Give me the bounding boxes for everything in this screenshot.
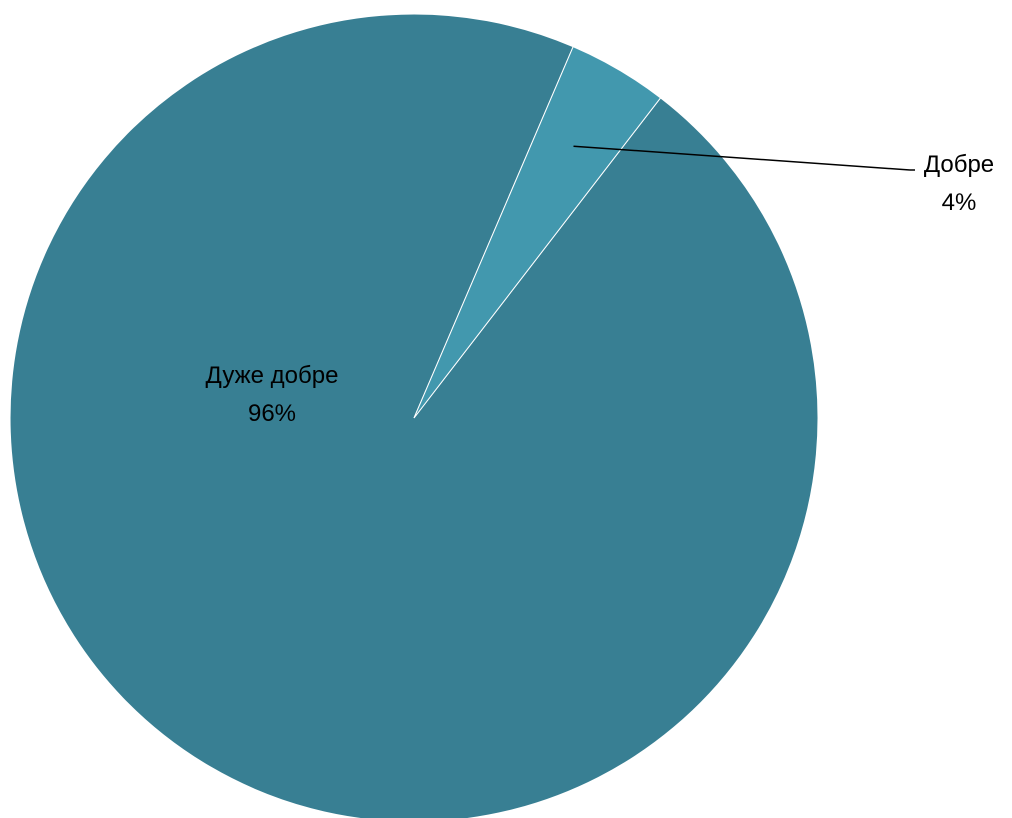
leader-line-dobre	[573, 145, 911, 171]
pie-slice-1	[413, 46, 662, 419]
pie-slice-0	[9, 13, 819, 818]
slice-label-dobre-percent: 4%	[942, 189, 977, 216]
slice-label-dobre-name: Добре	[924, 151, 994, 178]
pie-slices	[9, 13, 819, 818]
slice-label-duzhe-dobre-name: Дуже добре	[206, 362, 339, 389]
slice-label-duzhe-dobre-percent: 96%	[248, 400, 296, 427]
